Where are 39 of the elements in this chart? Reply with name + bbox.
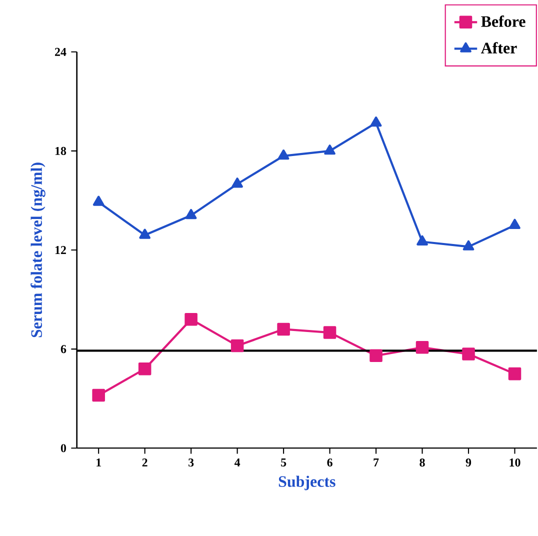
x-tick-label: 10	[510, 458, 520, 467]
y-tick-label: 12	[55, 246, 66, 254]
y-tick-label: 24	[54, 48, 66, 56]
point	[462, 348, 475, 360]
x-tick-label: 6	[327, 458, 332, 467]
x-tick-label: 4	[234, 458, 240, 466]
x-tick-label: 3	[188, 458, 194, 467]
x-tick-label: 7	[374, 458, 379, 466]
point	[370, 116, 382, 127]
point	[416, 235, 428, 246]
point	[324, 144, 336, 155]
y-axis-title: Serum folate level (ng/ml)	[30, 162, 46, 338]
x-tick-label: 8	[420, 458, 425, 467]
point	[92, 388, 105, 402]
x-tick-label: 5	[281, 458, 286, 466]
x-tick-label: 1	[96, 458, 101, 466]
point	[230, 339, 244, 352]
point	[370, 349, 382, 362]
point	[323, 326, 336, 339]
x-tick-label: 9	[466, 458, 472, 467]
point	[416, 341, 429, 354]
point	[508, 367, 522, 380]
point	[277, 322, 290, 336]
point	[278, 150, 290, 160]
x-axis-title: Subjects	[278, 476, 336, 490]
point	[138, 362, 152, 376]
point	[185, 208, 197, 220]
y-tick-label: 6	[60, 345, 66, 354]
point	[92, 196, 104, 206]
point	[184, 312, 198, 326]
point	[509, 218, 520, 229]
point	[462, 240, 474, 250]
point	[232, 178, 243, 188]
legend-label: Before	[481, 16, 526, 27]
point	[139, 228, 150, 239]
y-tick-label: 0	[60, 444, 66, 452]
legend-label: After	[480, 42, 517, 54]
x-tick-label: 2	[142, 458, 148, 466]
y-tick-label: 18	[55, 146, 66, 156]
